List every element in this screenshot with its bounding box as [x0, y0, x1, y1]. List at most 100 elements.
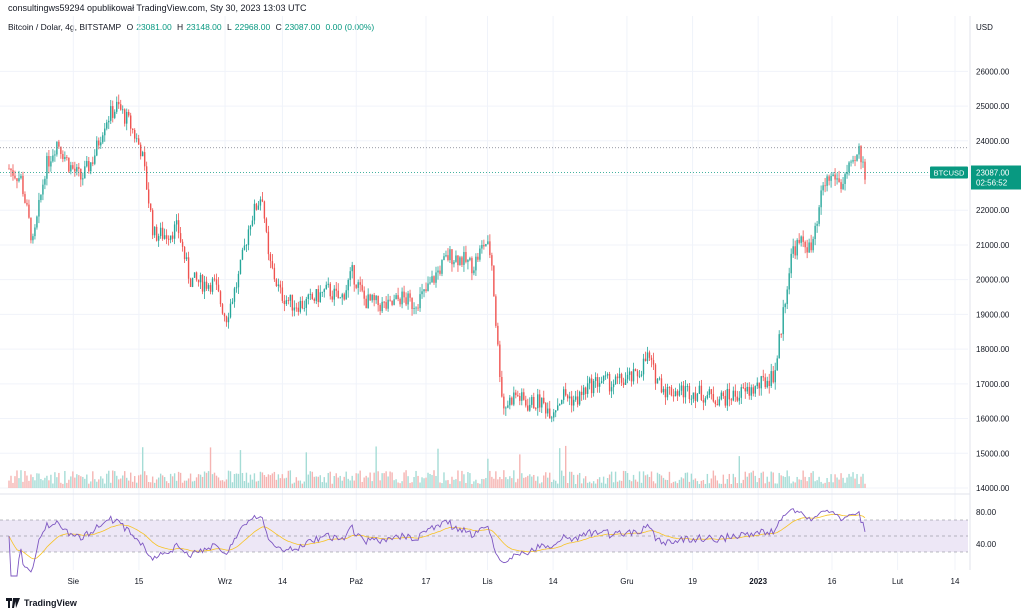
candle-body — [802, 236, 804, 242]
candle-body — [413, 308, 415, 310]
volume-bar — [165, 481, 168, 488]
volume-bar — [281, 474, 284, 488]
volume-bar — [806, 481, 808, 488]
candle-body — [690, 398, 693, 400]
candle-body — [580, 391, 583, 395]
price-chart[interactable]: USD26000.0025000.0024000.0023000.0022000… — [0, 16, 1024, 594]
candle-body — [830, 176, 832, 181]
candle-body — [46, 156, 48, 179]
volume-bar — [674, 481, 677, 488]
candle-body — [68, 157, 70, 172]
volume-bar — [419, 482, 421, 488]
candle-body — [714, 401, 717, 405]
candle-body — [56, 141, 58, 155]
candle-body — [235, 287, 238, 289]
candle-body — [379, 305, 381, 312]
volume-bar — [730, 483, 733, 488]
volume-bar — [766, 476, 768, 488]
candle-body — [161, 227, 164, 239]
candle-body — [618, 373, 621, 379]
candle-body — [686, 386, 689, 387]
volume-bar — [854, 478, 856, 488]
price-axis[interactable]: USD26000.0025000.0024000.0023000.0022000… — [0, 16, 1021, 570]
volume-bar — [754, 475, 756, 488]
candle-body — [211, 278, 214, 292]
candle-body — [533, 396, 535, 409]
candle-body — [624, 379, 627, 385]
publish-line: consultingws59294 opublikował TradingVie… — [8, 3, 307, 13]
symbol-title[interactable]: Bitcoin / Dolar, 4g, BITSTAMP — [8, 22, 122, 32]
volume-bar — [325, 482, 327, 488]
volume-bar — [726, 479, 729, 488]
candle-body — [584, 387, 587, 394]
volume-bar — [680, 477, 683, 488]
volume-bar — [373, 472, 375, 488]
grid — [0, 16, 968, 570]
candle-body — [762, 376, 764, 378]
volume-bar — [517, 478, 519, 488]
volume-bar — [389, 471, 391, 488]
candle-body — [469, 258, 471, 260]
candle-body — [578, 391, 581, 405]
candle-body — [357, 282, 359, 288]
candle-body — [519, 395, 521, 401]
candle-body — [764, 377, 766, 388]
candle-body — [539, 394, 541, 408]
candle-body — [423, 289, 425, 292]
candle-body — [299, 300, 302, 312]
candle-body — [311, 293, 313, 300]
volume-bar — [163, 477, 166, 488]
candle-body — [279, 284, 282, 288]
volume-bar — [407, 476, 409, 488]
volume-bar — [600, 482, 603, 488]
tradingview-brand[interactable]: TradingView — [6, 598, 77, 608]
candle-body — [766, 380, 768, 388]
candle-body — [427, 283, 429, 291]
volume-bar — [52, 483, 54, 488]
candle-body — [303, 307, 306, 309]
volume-bar — [229, 471, 232, 488]
candle-body — [696, 393, 699, 401]
price-tick-label: 16000.00 — [976, 415, 1010, 424]
volume-bar — [527, 475, 529, 488]
candle-body — [541, 397, 543, 408]
volume-bar — [247, 482, 250, 488]
candle-body — [239, 259, 242, 274]
candle-body — [347, 279, 349, 291]
brand-label: TradingView — [24, 598, 77, 608]
time-axis[interactable]: Sie 15 Wrz 14 Paź 17 Lis 14 Gru 19 2023 16 Lut 14 — [68, 577, 960, 586]
volume-bar — [431, 475, 433, 488]
candle-body — [241, 249, 244, 260]
volume-bar — [834, 474, 836, 488]
volume-bar — [463, 474, 465, 488]
candle-body — [628, 371, 631, 375]
candle-body — [118, 101, 120, 105]
volume-bar — [249, 474, 252, 488]
volume-bar — [842, 477, 844, 488]
candle-body — [832, 174, 834, 177]
candle-body — [806, 247, 808, 253]
candle-body — [788, 273, 790, 290]
price-tick-label: 22000.00 — [976, 206, 1010, 215]
volume-bar — [317, 476, 319, 488]
candle-body — [100, 142, 102, 146]
volume-bar — [56, 477, 58, 488]
time-tick-label: Sie — [68, 577, 80, 586]
candle-body — [277, 284, 280, 286]
volume-bar — [477, 483, 479, 488]
volume-bar — [345, 471, 347, 488]
candle-body — [674, 391, 677, 397]
candle-body — [8, 168, 10, 170]
volume-bar — [217, 477, 220, 488]
candle-body — [197, 279, 200, 283]
candle-body — [409, 293, 411, 298]
volume-bar — [355, 473, 357, 488]
candle-body — [313, 299, 315, 301]
candle-body — [401, 291, 403, 305]
volume-bar — [387, 476, 389, 488]
candle-body — [88, 161, 90, 172]
volume-bar — [796, 476, 798, 488]
volume-bar — [357, 473, 359, 488]
candle-body — [157, 236, 160, 241]
candle-body — [116, 101, 118, 112]
